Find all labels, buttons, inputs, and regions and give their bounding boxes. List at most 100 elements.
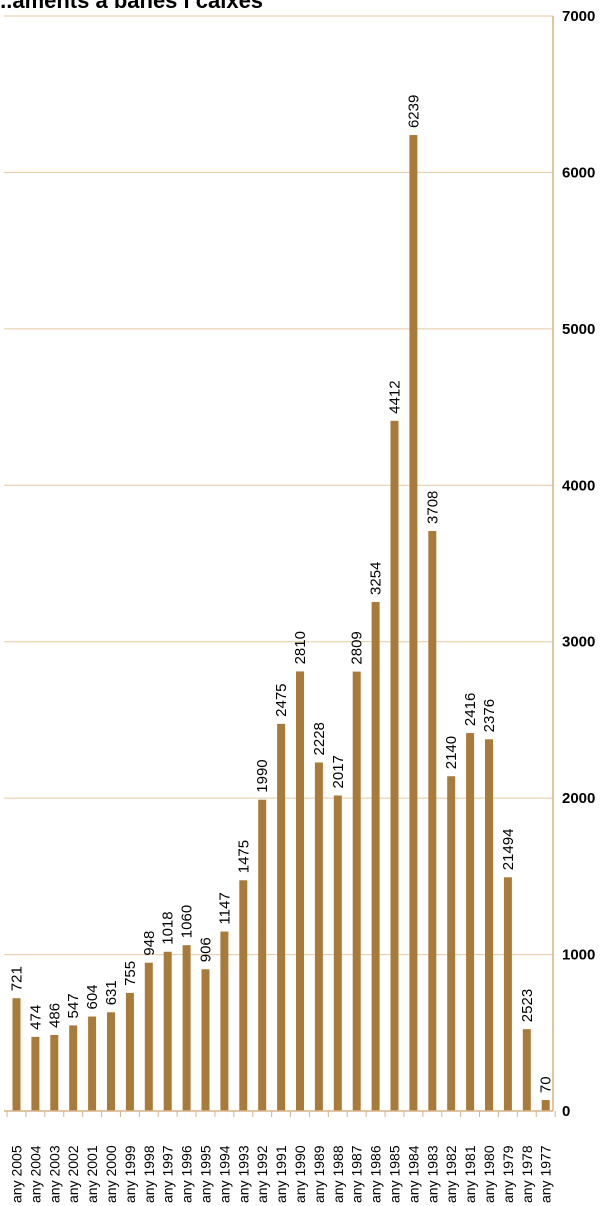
bar xyxy=(409,135,418,1112)
data-label: 547 xyxy=(65,993,82,1018)
x-tick-label: any 1993 xyxy=(235,1145,251,1203)
x-tick-label: any 1977 xyxy=(538,1145,554,1203)
x-tick-label: any 1988 xyxy=(330,1145,346,1203)
bar xyxy=(12,998,21,1111)
x-tick-label: any 1985 xyxy=(387,1145,403,1203)
x-tick-label: any 1994 xyxy=(216,1145,232,1203)
data-label: 948 xyxy=(141,931,158,956)
bar xyxy=(466,733,475,1111)
x-tick-label: any 1998 xyxy=(141,1145,157,1203)
bar xyxy=(296,671,304,1111)
data-label: 4412 xyxy=(386,380,403,413)
data-label: 3254 xyxy=(368,562,385,595)
y-tick-label: 4000 xyxy=(562,477,595,494)
bar xyxy=(352,671,361,1111)
data-label: 631 xyxy=(103,980,120,1005)
bar xyxy=(428,530,437,1111)
x-tick-label: any 2004 xyxy=(27,1145,43,1203)
data-label: 2228 xyxy=(311,722,328,755)
x-tick-label: any 1979 xyxy=(500,1145,516,1203)
data-label: 755 xyxy=(122,961,139,986)
data-label: 2140 xyxy=(443,736,460,769)
x-tick-label: any 2001 xyxy=(84,1145,100,1203)
bar xyxy=(522,1029,531,1111)
bar xyxy=(277,723,286,1111)
data-label: 604 xyxy=(84,984,101,1009)
data-label: 1475 xyxy=(235,840,252,873)
data-label: 721 xyxy=(9,966,26,991)
x-tick-label: any 2002 xyxy=(65,1145,81,1203)
x-axis-ticks: any 2005 any 2004 any 2003 any 2002 any 2001… xyxy=(6,1111,556,1203)
bar xyxy=(50,1034,59,1111)
bar xyxy=(182,945,191,1111)
bar xyxy=(163,951,172,1111)
bar xyxy=(503,877,512,1111)
y-tick-label: 2000 xyxy=(562,790,595,807)
x-tick-label: any 1980 xyxy=(481,1145,497,1203)
x-tick-label: any 1997 xyxy=(160,1145,176,1203)
x-tick-label: any 1995 xyxy=(198,1145,214,1203)
data-label: 474 xyxy=(27,1005,44,1030)
data-label: 1060 xyxy=(179,905,196,938)
bar xyxy=(485,739,493,1111)
y-tick-label: 0 xyxy=(562,1103,570,1120)
bar xyxy=(201,969,210,1111)
x-tick-label: any 1992 xyxy=(254,1145,270,1203)
data-label: 2475 xyxy=(273,683,290,716)
data-label: 486 xyxy=(46,1003,63,1028)
bar xyxy=(541,1100,550,1111)
data-label: 2416 xyxy=(462,693,479,726)
data-label: 2809 xyxy=(349,631,366,664)
x-tick-label: any 1990 xyxy=(292,1145,308,1203)
chart-title: ...aments a banes i caixes xyxy=(0,0,264,13)
bar xyxy=(447,776,456,1111)
bar xyxy=(333,795,342,1111)
x-tick-label: any 1982 xyxy=(443,1145,459,1203)
bar xyxy=(69,1025,78,1111)
data-label: 2017 xyxy=(330,755,347,788)
x-tick-label: any 1986 xyxy=(368,1145,384,1203)
bar xyxy=(220,931,229,1111)
data-label: 2523 xyxy=(519,989,536,1022)
x-tick-label: any 1981 xyxy=(462,1145,478,1203)
bars xyxy=(12,135,550,1112)
x-tick-label: any 1996 xyxy=(179,1145,195,1203)
x-tick-label: any 1983 xyxy=(424,1145,440,1203)
x-tick-label: any 1987 xyxy=(349,1145,365,1203)
bar xyxy=(125,992,134,1111)
x-tick-label: any 1984 xyxy=(405,1145,421,1203)
bar xyxy=(144,962,153,1111)
x-tick-label: any 1978 xyxy=(519,1145,535,1203)
data-label: 21494 xyxy=(500,829,517,871)
bar xyxy=(31,1036,40,1111)
data-label: 1990 xyxy=(254,759,271,792)
x-tick-label: any 1991 xyxy=(273,1145,289,1203)
y-tick-label: 3000 xyxy=(562,634,595,651)
data-label: 3708 xyxy=(424,491,441,524)
x-tick-label: any 1989 xyxy=(311,1145,327,1203)
x-tick-label: any 1999 xyxy=(122,1145,138,1203)
bar xyxy=(371,601,380,1111)
x-tick-label: any 2005 xyxy=(9,1145,25,1203)
bar xyxy=(239,880,248,1111)
data-label: 1018 xyxy=(160,911,177,944)
bar xyxy=(107,1012,115,1111)
data-label: 70 xyxy=(538,1076,555,1093)
data-label: 906 xyxy=(198,937,215,962)
y-tick-label: 5000 xyxy=(562,321,595,338)
x-tick-label: any 2000 xyxy=(103,1145,119,1203)
y-tick-label: 1000 xyxy=(562,947,595,964)
bar xyxy=(314,762,323,1111)
bar xyxy=(88,1016,97,1111)
bar xyxy=(258,799,267,1111)
y-tick-label: 7000 xyxy=(562,8,595,25)
data-label: 2376 xyxy=(481,699,498,732)
data-label: 6239 xyxy=(405,95,422,128)
y-tick-label: 6000 xyxy=(562,164,595,181)
data-label: 1147 xyxy=(216,892,233,924)
x-tick-label: any 2003 xyxy=(46,1145,62,1203)
y-axis-ticks: 0 1000 2000 3000 4000 5000 6000 7000 xyxy=(562,8,595,1120)
bar xyxy=(390,420,399,1111)
